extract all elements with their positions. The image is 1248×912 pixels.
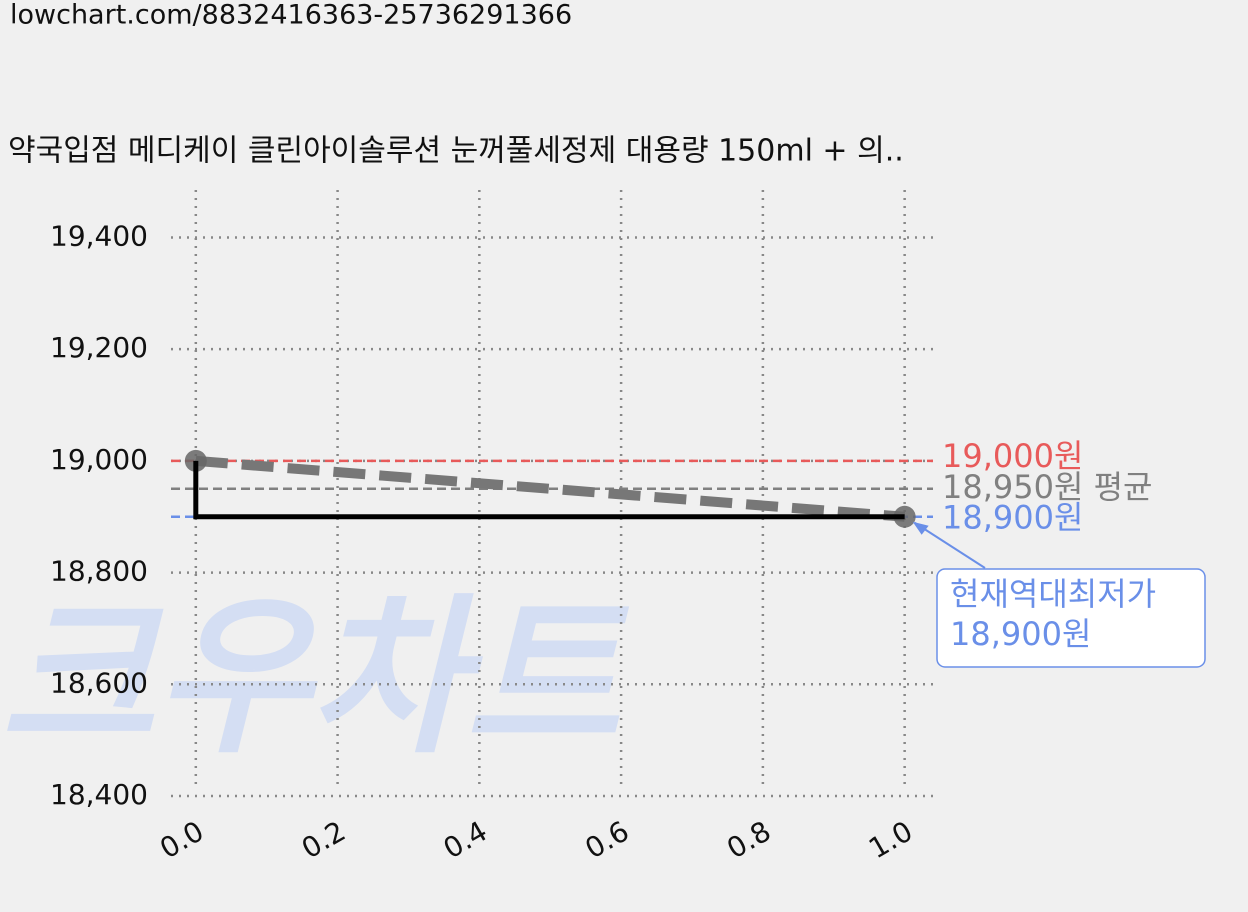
annotation-box (936, 568, 1206, 668)
annotation-arrow (914, 521, 986, 569)
y-tick-label: 18,800 (50, 555, 148, 588)
y-tick-label: 18,600 (50, 666, 148, 699)
series-line (193, 460, 905, 520)
reference-label: 18,900원 (942, 499, 1083, 537)
url: lowchart.com/8832416363-25736291366 (10, 0, 572, 31)
y-tick-label: 19,000 (50, 443, 148, 476)
y-tick-label: 18,400 (50, 778, 148, 811)
reference-label: 19,000원 (942, 437, 1083, 475)
annotation-text: 현재역대최저가 (950, 575, 1156, 613)
y-tick-label: 19,400 (50, 219, 148, 252)
reference-label: 18,950원 평균 (942, 468, 1152, 506)
chart-title: 약국입점 메디케이 클린아이솔루션 눈꺼풀세정제 대용량 150ml + 의.. (8, 134, 904, 169)
annotation-text: 18,900원 (950, 615, 1091, 653)
annotation-arrowhead (912, 521, 929, 535)
watermark: 크우차트 (0, 579, 630, 777)
y-tick-label: 19,200 (50, 331, 148, 364)
series-line (195, 455, 906, 522)
